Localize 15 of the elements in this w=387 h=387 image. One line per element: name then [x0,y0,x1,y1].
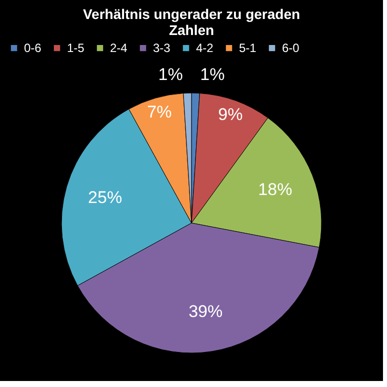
legend-label: 0-6 [24,41,42,56]
legend-label: 5-1 [239,41,257,56]
chart-title: Verhältnis ungerader zu geraden Zahlen [82,6,300,38]
data-label: 9% [218,104,243,124]
data-label: 1% [200,65,225,84]
legend-label: 1-5 [67,41,85,56]
data-label: 18% [258,180,292,199]
data-label: 25% [88,188,122,207]
legend-label: 6-0 [282,41,300,56]
data-label: 1% [158,65,183,84]
legend-label: 3-3 [153,41,171,56]
data-label: 39% [188,302,223,321]
data-label: 7% [147,102,172,122]
legend-label: 4-2 [196,41,214,56]
legend-label: 2-4 [110,41,128,56]
